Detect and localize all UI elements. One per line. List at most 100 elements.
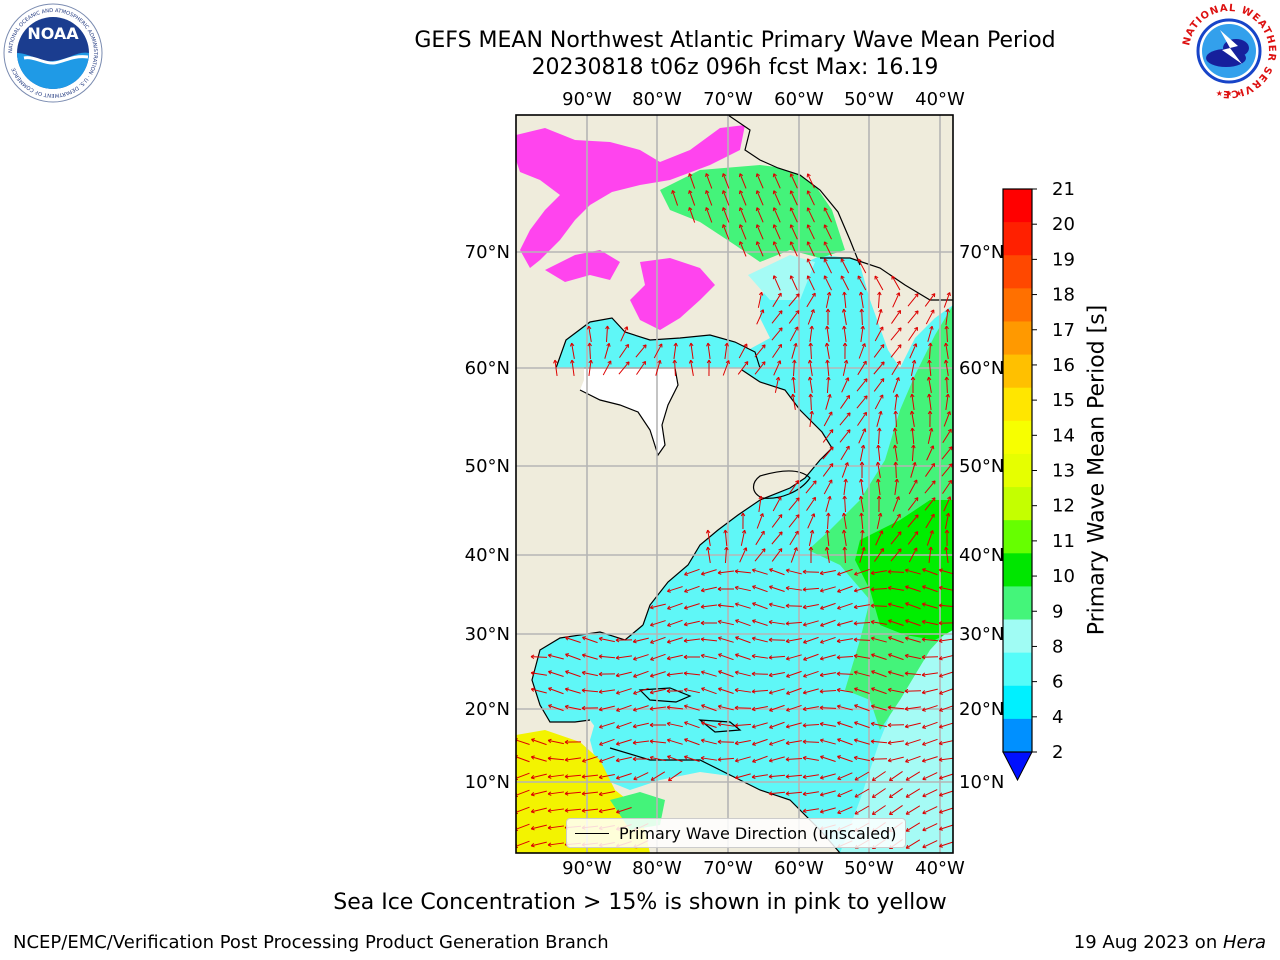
wave-arrow (840, 445, 850, 461)
wave-arrow (615, 655, 632, 660)
wave-arrow (802, 774, 819, 780)
wave-arrow (581, 774, 599, 779)
wave-arrow (841, 529, 847, 546)
wave-arrow (891, 275, 901, 291)
wave-arrow (771, 310, 783, 324)
wave-arrow (859, 478, 864, 495)
wave-arrow (786, 704, 802, 712)
wave-arrow (547, 791, 564, 796)
chart-title: GEFS MEAN Northwest Atlantic Primary Wav… (414, 28, 1056, 53)
noaa-logo-text: NOAA (27, 24, 79, 43)
greenland (728, 115, 953, 368)
wave-arrow (616, 688, 632, 695)
wave-arrow (598, 773, 615, 780)
wave-arrow (701, 704, 717, 712)
wave-arrow (945, 393, 950, 410)
wave-arrow (856, 378, 868, 392)
wave-arrow (905, 822, 921, 832)
wave-arrow (734, 773, 751, 780)
wave-arrow (717, 722, 734, 727)
lon-label-bottom-4: 50°W (844, 858, 894, 879)
wave-arrow (751, 705, 768, 712)
wave-arrow (939, 705, 953, 712)
wave-arrow (911, 444, 916, 462)
wave-arrow (667, 619, 683, 627)
wave-arrow (785, 621, 803, 626)
lat-label-right-0: 70°N (959, 242, 1004, 263)
wave-arrow (908, 479, 918, 495)
wave-arrow (768, 774, 786, 779)
wave-arrow (905, 839, 921, 849)
wave-arrow (740, 529, 747, 546)
wave-arrow (588, 359, 593, 376)
wave-arrow (722, 224, 730, 240)
wave-arrow (944, 325, 949, 343)
wave-arrow (819, 586, 836, 593)
wave-arrow (581, 688, 599, 693)
chart-subtitle: 20230818 t06z 096h fcst Max: 16.19 (531, 55, 939, 80)
colorbar-bin-6 (1003, 387, 1032, 422)
wave-arrow (922, 840, 938, 849)
wave-arrow (907, 531, 919, 545)
longitude-labels-top: 90°W 80°W 70°W 60°W 50°W 40°W (562, 89, 965, 110)
wave-arrow (825, 393, 832, 410)
wave-arrow (650, 636, 666, 644)
wave-arrow (871, 771, 886, 781)
wave-arrow (599, 722, 615, 729)
footer-date: 19 Aug 2023 on Hera (1074, 932, 1266, 953)
wave-arrow (808, 342, 813, 360)
wave-arrow (819, 705, 837, 710)
wave-arrow (684, 585, 700, 593)
wave-arrow (888, 771, 903, 782)
wave-arrow (789, 224, 798, 240)
wave-arrow (739, 547, 748, 563)
wave-arrow (921, 602, 938, 609)
wave-arrow (888, 619, 904, 627)
wave-arrow (581, 791, 599, 796)
wave-arrow (768, 688, 785, 695)
colorbar: 21 20 19 18 17 16 15 14 13 12 11 10 9 8 6 4 2 (1002, 179, 1075, 782)
wave-arrow (547, 825, 564, 830)
wave-arrow (824, 546, 830, 563)
wave-arrow (772, 241, 781, 257)
colorbar-bin-13 (1003, 619, 1032, 654)
wave-arrow (809, 325, 814, 342)
wave-arrow (598, 689, 615, 694)
wave-arrow (581, 705, 599, 711)
wave-arrow (705, 173, 713, 189)
lon-label-top-1: 80°W (632, 89, 682, 110)
wave-arrow (723, 529, 728, 547)
wave-arrow (837, 602, 853, 610)
wave-arrow (842, 291, 847, 309)
wave-arrow (789, 241, 798, 257)
wave-arrow (857, 258, 867, 274)
wave-arrow (667, 602, 683, 610)
colorbar-tick-label-0: 21 (1052, 179, 1075, 200)
wave-arrow (922, 772, 938, 781)
latitude-labels-right: 70°N 60°N 50°N 40°N 30°N 20°N 10°N (959, 242, 1004, 793)
wave-arrow (684, 738, 700, 746)
wave-arrow (788, 293, 800, 307)
wave-arrow (826, 512, 831, 530)
wave-arrow (671, 190, 679, 206)
wave-arrow (754, 548, 766, 562)
sea-ice-region-3 (545, 250, 620, 282)
wave-arrow (837, 772, 853, 781)
lon-label-top-4: 50°W (844, 89, 894, 110)
lon-label-bottom-5: 40°W (915, 858, 965, 879)
wave-arrow (823, 479, 833, 495)
wave-arrow (718, 670, 734, 678)
wave-arrow (876, 410, 883, 427)
wave-arrow (858, 495, 864, 512)
wave-arrow (924, 293, 936, 307)
wave-arrow (853, 604, 870, 610)
wave-arrow (873, 361, 885, 375)
wave-arrow (877, 291, 882, 309)
wave-arrow (789, 207, 798, 223)
wave-arrow (768, 602, 785, 609)
wave-arrow (842, 546, 847, 564)
colorbar-tick-label-4: 17 (1052, 320, 1075, 341)
wave-arrow (856, 395, 868, 409)
wave-arrow (939, 790, 953, 797)
wave-arrow (785, 654, 802, 661)
